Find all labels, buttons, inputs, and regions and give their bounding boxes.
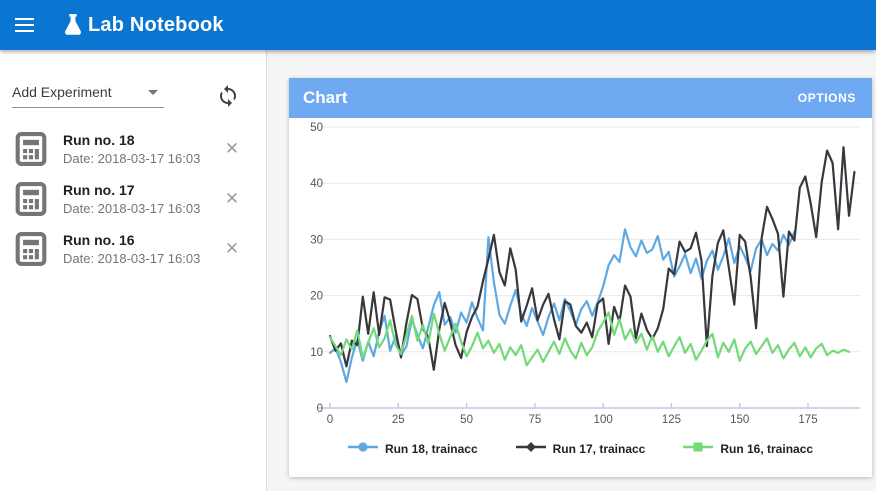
svg-text:20: 20 [310,291,323,303]
legend-label: Run 17, trainacc [552,442,646,456]
svg-text:40: 40 [310,178,323,190]
svg-text:100: 100 [594,414,613,426]
svg-text:175: 175 [798,414,817,426]
add-experiment-dropdown[interactable]: Add Experiment [12,84,164,108]
app-title: Lab Notebook [88,13,224,36]
svg-text:50: 50 [460,414,473,426]
add-experiment-label: Add Experiment [12,84,112,100]
list-item-run-17[interactable]: Run no. 17 Date: 2018-03-17 16:03 ✕ [0,174,266,224]
calculator-icon [15,232,47,266]
hamburger-menu-icon[interactable] [4,5,44,45]
svg-text:0: 0 [317,403,323,415]
close-icon[interactable]: ✕ [222,239,242,259]
flask-icon [65,14,81,35]
app-bar: Lab Notebook [0,0,876,50]
refresh-button[interactable] [216,84,240,108]
chart-legend: Run 18, trainacc Run 17, trainacc Run 16… [289,440,872,458]
svg-text:125: 125 [662,414,681,426]
close-icon[interactable]: ✕ [222,189,242,209]
run-date: Date: 2018-03-17 16:03 [63,151,201,166]
calculator-icon [15,182,47,216]
list-item-run-18[interactable]: Run no. 18 Date: 2018-03-17 16:03 ✕ [0,124,266,174]
legend-item-run-16[interactable]: Run 16, trainacc [683,440,813,458]
legend-item-run-17[interactable]: Run 17, trainacc [515,440,646,458]
run-date: Date: 2018-03-17 16:03 [63,201,201,216]
legend-marker-diamond [515,440,546,458]
sidebar: Add Experiment Run no. 18 Date: 2 [0,50,267,491]
svg-text:10: 10 [310,347,323,359]
options-button[interactable]: OPTIONS [797,91,856,105]
chevron-down-icon [148,89,158,95]
svg-text:30: 30 [310,234,323,246]
run-date: Date: 2018-03-17 16:03 [63,251,201,266]
svg-text:50: 50 [310,122,323,134]
line-chart-plot: 0 10 20 30 40 50 0 25 50 75 100 125 150 175 [310,122,860,426]
legend-label: Run 18, trainacc [384,442,478,456]
calculator-icon [15,132,47,166]
chart-title: Chart [303,88,348,107]
svg-text:0: 0 [327,414,333,426]
chart-card-header: Chart OPTIONS [289,78,872,118]
run-name: Run no. 16 [63,232,135,248]
svg-text:75: 75 [528,414,541,426]
svg-text:25: 25 [392,414,405,426]
chart-card: Chart OPTIONS 0 10 20 30 40 50 0 25 50 75 100 125 15… [289,78,872,477]
run-name: Run no. 17 [63,182,135,198]
experiment-list: Run no. 18 Date: 2018-03-17 16:03 ✕ Run … [0,124,266,274]
legend-label: Run 16, trainacc [720,442,814,456]
close-icon[interactable]: ✕ [222,139,242,159]
run-name: Run no. 18 [63,132,135,148]
legend-marker-circle [347,440,378,458]
svg-text:150: 150 [730,414,749,426]
legend-marker-square [683,440,714,458]
legend-item-run-18[interactable]: Run 18, trainacc [347,440,478,458]
refresh-icon [220,85,236,107]
list-item-run-16[interactable]: Run no. 16 Date: 2018-03-17 16:03 ✕ [0,224,266,274]
